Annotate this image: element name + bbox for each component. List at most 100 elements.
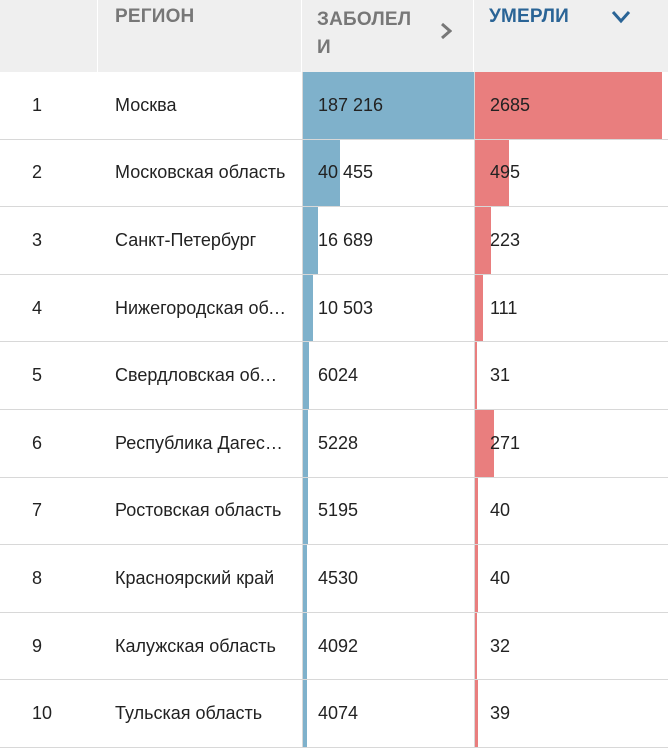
row-cases: 4530 xyxy=(318,567,359,588)
cases-bar xyxy=(303,72,474,139)
table-row[interactable]: 3 Санкт-Петербург 16 689 223 xyxy=(0,207,668,275)
row-region-cell: Красноярский край xyxy=(98,545,302,612)
row-region: Московская область xyxy=(115,162,286,183)
row-region: Тульская область xyxy=(115,703,263,724)
row-cases: 4092 xyxy=(318,635,359,656)
cases-bar xyxy=(303,680,307,747)
row-region: Республика Дагестан xyxy=(115,432,287,453)
row-deaths-cell: 495 xyxy=(474,139,662,207)
chevron-right-icon xyxy=(441,22,452,40)
deaths-bar xyxy=(475,680,478,747)
cases-bar xyxy=(303,342,309,409)
row-region-cell: Свердловская область xyxy=(98,342,302,409)
deaths-bar xyxy=(475,274,483,342)
row-region-cell: Нижегородская область xyxy=(98,275,302,342)
row-region-cell: Ростовская область xyxy=(98,478,302,545)
cases-bar xyxy=(303,477,308,545)
header-cases[interactable]: ЗАБОЛЕЛИ xyxy=(302,0,474,72)
row-deaths: 111 xyxy=(490,297,518,318)
row-cases-cell: 40 455 xyxy=(302,139,474,207)
row-rank: 3 xyxy=(32,229,43,250)
table-row[interactable]: 6 Республика Дагестан 5228 271 xyxy=(0,409,668,478)
row-deaths-cell: 40 xyxy=(474,545,662,612)
row-rank: 5 xyxy=(32,365,43,386)
deaths-bar xyxy=(475,72,662,139)
row-region: Калужская область xyxy=(115,635,276,656)
row-cases: 5195 xyxy=(318,500,359,521)
deaths-bar xyxy=(475,477,478,545)
row-cases-cell: 10 503 xyxy=(302,274,474,342)
row-region-cell: Московская область xyxy=(98,140,302,207)
row-cases: 40 455 xyxy=(318,162,374,183)
table-row[interactable]: 2 Московская область 40 455 495 xyxy=(0,139,668,208)
row-region: Москва xyxy=(115,94,177,115)
row-region-cell: Тульская область xyxy=(98,680,302,747)
table-row[interactable]: 9 Калужская область 4092 32 xyxy=(0,612,668,681)
row-region-cell: Калужская область xyxy=(98,613,302,680)
row-rank: 9 xyxy=(32,635,43,656)
row-region: Красноярский край xyxy=(115,567,275,588)
cases-bar xyxy=(303,139,340,207)
row-region: Нижегородская область xyxy=(115,297,287,318)
header-rank xyxy=(0,0,98,72)
header-region[interactable]: РЕГИОН xyxy=(98,0,302,72)
row-cases: 10 503 xyxy=(318,297,374,318)
deaths-bar xyxy=(475,545,478,612)
row-rank: 1 xyxy=(32,94,43,115)
cases-bar xyxy=(303,207,319,274)
row-region: Свердловская область xyxy=(115,365,287,386)
header-deaths[interactable]: УМЕРЛИ xyxy=(474,0,668,72)
row-deaths-cell: 2685 xyxy=(474,72,662,139)
table-row[interactable]: 4 Нижегородская область 10 503 111 xyxy=(0,274,668,343)
row-deaths-cell: 40 xyxy=(474,477,662,545)
deaths-bar xyxy=(475,409,494,477)
row-region-cell: Санкт-Петербург xyxy=(98,207,302,274)
row-deaths-cell: 31 xyxy=(474,342,662,409)
table-body: 1 Москва 187 216 2685 2 Московская область 40 … xyxy=(0,72,668,748)
header-cases-label: ЗАБОЛЕЛИ xyxy=(317,9,412,58)
row-rank: 2 xyxy=(32,162,43,183)
deaths-bar xyxy=(475,207,491,274)
cases-bar xyxy=(303,409,308,477)
row-deaths: 223 xyxy=(490,229,521,250)
cases-bar xyxy=(303,612,307,680)
row-deaths: 2685 xyxy=(490,94,531,115)
deaths-bar xyxy=(475,612,478,680)
row-rank: 4 xyxy=(32,297,43,318)
row-cases: 4074 xyxy=(318,703,359,724)
row-region: Санкт-Петербург xyxy=(115,229,257,250)
row-deaths: 40 xyxy=(490,567,511,588)
row-region-cell: Республика Дагестан xyxy=(98,410,302,477)
row-cases-cell: 5195 xyxy=(302,477,474,545)
row-deaths-cell: 32 xyxy=(474,612,662,680)
cases-bar xyxy=(303,274,313,342)
row-cases: 5228 xyxy=(318,432,359,453)
row-deaths: 31 xyxy=(490,365,511,386)
row-deaths: 39 xyxy=(490,703,511,724)
row-deaths-cell: 111 xyxy=(474,274,662,342)
row-cases-cell: 4074 xyxy=(302,680,474,747)
table-row[interactable]: 8 Красноярский край 4530 40 xyxy=(0,545,668,613)
row-rank: 6 xyxy=(32,432,43,453)
table-row[interactable]: 5 Свердловская область 6024 31 xyxy=(0,342,668,410)
row-deaths: 40 xyxy=(490,500,511,521)
row-cases-cell: 6024 xyxy=(302,342,474,409)
row-deaths: 271 xyxy=(490,432,521,453)
row-rank: 7 xyxy=(32,500,43,521)
row-cases-cell: 16 689 xyxy=(302,207,474,274)
row-deaths: 495 xyxy=(490,162,521,183)
row-rank: 10 xyxy=(32,703,53,724)
header-deaths-label: УМЕРЛИ xyxy=(489,6,569,27)
cases-bar xyxy=(303,545,308,612)
row-cases-cell: 4092 xyxy=(302,612,474,680)
table-row[interactable]: 10 Тульская область 4074 39 xyxy=(0,680,668,748)
table-header: РЕГИОН ЗАБОЛЕЛИ УМЕРЛИ xyxy=(0,0,668,72)
row-region: Ростовская область xyxy=(115,500,282,521)
row-deaths-cell: 271 xyxy=(474,409,662,477)
row-deaths-cell: 39 xyxy=(474,680,662,747)
table-row[interactable]: 1 Москва 187 216 2685 xyxy=(0,72,668,140)
chevron-down-icon xyxy=(611,11,631,24)
row-cases-cell: 187 216 xyxy=(302,72,474,139)
table-row[interactable]: 7 Ростовская область 5195 40 xyxy=(0,477,668,546)
